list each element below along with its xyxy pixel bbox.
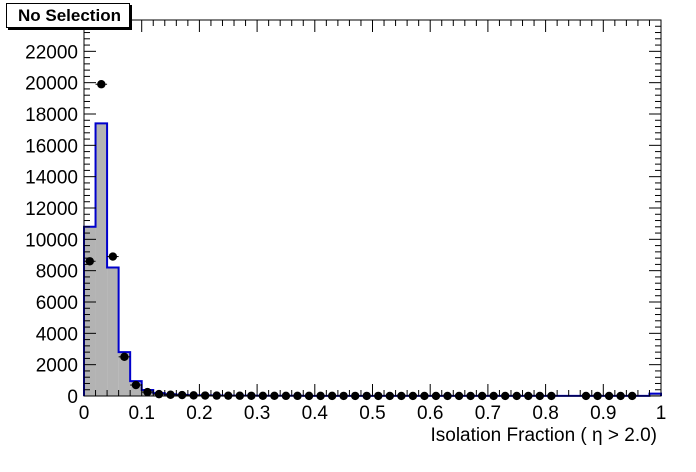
- y-tick-label: 4000: [36, 324, 78, 345]
- y-tick-label: 0: [67, 387, 78, 408]
- x-tick-label: 1: [656, 403, 667, 424]
- data-point: [154, 389, 164, 399]
- x-tick-label: 0.8: [532, 403, 558, 424]
- histogram-bar: [107, 267, 119, 396]
- y-tick-label: 20000: [25, 74, 78, 95]
- histogram-bar: [95, 123, 108, 397]
- x-tick-labels: 0 0.1 0.2 0.3 0.4 0.5 0.6 0.7 0.8 0.9 1: [79, 403, 667, 424]
- y-tick-label: 8000: [36, 262, 78, 283]
- x-tick-label: 0.4: [302, 403, 329, 424]
- histogram-bar: [84, 226, 96, 396]
- x-tick-label: 0.5: [359, 403, 385, 424]
- data-point: [166, 390, 175, 399]
- x-tick-label: 0.9: [590, 403, 616, 424]
- data-point: [97, 80, 106, 89]
- data-point: [177, 390, 187, 400]
- y-tick-label: 6000: [36, 293, 78, 314]
- data-point: [131, 380, 141, 390]
- x-tick-label: 0: [79, 403, 90, 424]
- y-tick-label: 18000: [25, 105, 78, 126]
- tick-layer: [83, 19, 662, 397]
- y-tick-label: 2000: [36, 356, 78, 377]
- chart-title: No Selection: [6, 3, 130, 28]
- y-tick-label: 16000: [25, 136, 78, 157]
- x-tick-label: 0.7: [475, 403, 501, 424]
- data-point: [120, 352, 129, 362]
- y-tick-label: 12000: [25, 199, 78, 220]
- x-tick-label: 0.2: [186, 403, 212, 424]
- x-tick-label: 0.6: [417, 403, 443, 424]
- x-axis-title: Isolation Fraction ( η > 2.0): [430, 425, 657, 446]
- data-point: [143, 387, 152, 397]
- histogram-bar: [649, 393, 661, 396]
- y-tick-label: 22000: [25, 42, 78, 63]
- y-tick-labels: 0 2000 4000 6000 8000 10000 12000 14000 16000 180…: [25, 42, 78, 408]
- data-point: [108, 252, 118, 261]
- x-tick-label: 0.1: [128, 403, 154, 424]
- data-point: [85, 257, 94, 266]
- y-tick-label: 10000: [25, 230, 78, 251]
- x-tick-label: 0.3: [244, 403, 270, 424]
- data-point: [189, 391, 198, 400]
- histogram-bar: [118, 352, 131, 396]
- y-tick-label: 14000: [25, 168, 78, 189]
- plot-frame: [84, 20, 661, 396]
